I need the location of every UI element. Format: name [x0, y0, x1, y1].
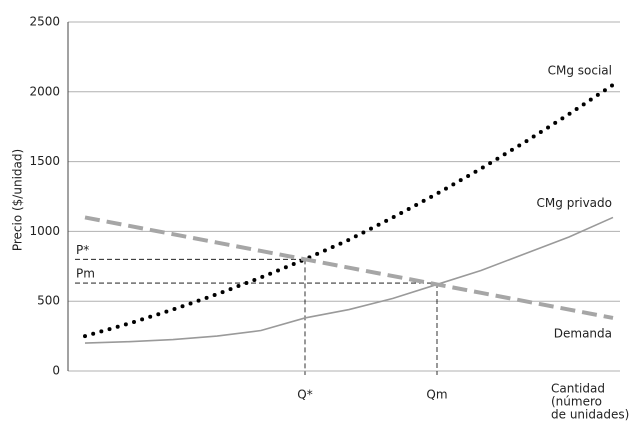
y-tick-label: 2000: [29, 84, 60, 98]
y-tick-label: 500: [37, 294, 60, 308]
x-axis-label: (número: [551, 395, 602, 409]
y-tick-label: 2500: [29, 15, 60, 29]
series-line: [83, 82, 615, 339]
x-tick-label: Qm: [426, 388, 447, 402]
y-tick-label: 1500: [29, 154, 60, 168]
series-line: [84, 215, 614, 320]
x-axis-label: Cantidad: [551, 382, 605, 396]
y-tick-label: 0: [52, 364, 60, 378]
x-axis-label: de unidades): [551, 408, 629, 422]
y-axis-label: Precio ($/unidad): [11, 149, 25, 251]
price-label: Pm: [76, 267, 95, 281]
y-tick-label: 1000: [29, 224, 60, 238]
series-label: CMg privado: [537, 196, 612, 210]
price-label: P*: [76, 243, 89, 257]
series-label: Demanda: [554, 326, 612, 340]
x-tick-label: Q*: [297, 388, 312, 402]
series-label: CMg social: [548, 63, 612, 77]
series-line: [84, 216, 614, 344]
